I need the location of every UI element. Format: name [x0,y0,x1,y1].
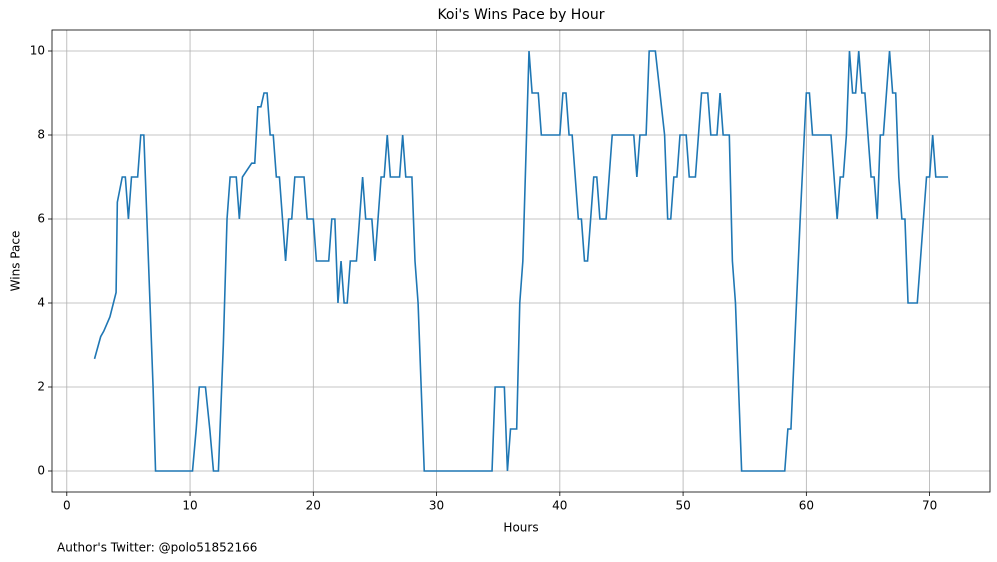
y-tick-label: 8 [37,128,45,142]
x-tick-label: 60 [799,499,814,513]
y-tick-label: 10 [30,44,45,58]
y-tick-label: 6 [37,212,45,226]
x-tick-label: 50 [675,499,690,513]
plot-frame [51,29,991,493]
y-tick-label: 4 [37,296,45,310]
x-axis-label: Hours [503,521,538,535]
y-tick-label: 0 [37,464,45,478]
x-tick-label: 20 [306,499,321,513]
chart-title: Koi's Wins Pace by Hour [437,7,604,23]
x-tick-label: 40 [552,499,567,513]
y-tick-label: 2 [37,380,45,394]
data-line [93,50,949,472]
x-tick-label: 70 [922,499,937,513]
footnote: Author's Twitter: @polo51852166 [57,541,257,555]
y-axis-label: Wins Pace [9,231,23,292]
x-tick-label: 30 [429,499,444,513]
x-tick-label: 10 [182,499,197,513]
x-tick-label: 0 [63,499,71,513]
